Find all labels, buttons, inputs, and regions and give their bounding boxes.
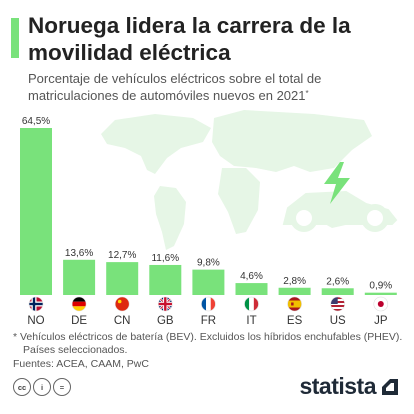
category-label-es: ES (287, 315, 303, 327)
by-icon[interactable]: i (33, 378, 51, 396)
bar-us (321, 288, 354, 295)
value-label-es: 2,8% (283, 276, 306, 287)
ev-car-icon (282, 162, 398, 232)
bar-es (278, 287, 311, 295)
flag-norway-icon (28, 296, 44, 312)
bar-de (63, 259, 96, 295)
nd-icon[interactable]: = (53, 378, 71, 396)
flag-japan-icon (373, 296, 389, 312)
category-label-gb: GB (157, 315, 174, 327)
value-label-cn: 12,7% (108, 250, 136, 261)
category-label-it: IT (246, 315, 256, 327)
flag-usa-icon (330, 296, 346, 312)
statista-logo-text: statista (299, 372, 376, 399)
flag-germany-icon (71, 296, 87, 312)
flags-group (28, 296, 389, 312)
flag-china-icon (114, 296, 130, 312)
category-labels-group: NO DE CN GB FR IT ES US JP (27, 315, 387, 327)
value-label-no: 64,5% (22, 116, 50, 127)
value-label-us: 2,6% (326, 276, 349, 287)
flag-spain-icon (287, 296, 302, 312)
value-label-gb: 11,6% (151, 253, 179, 264)
category-label-jp: JP (374, 315, 388, 327)
subtitle-text: Porcentaje de vehículos eléctricos sobre… (28, 71, 322, 103)
bars-group (20, 128, 397, 295)
footnote-line-2: Países seleccionados. (23, 343, 128, 356)
cc-icon[interactable]: cc (13, 378, 31, 396)
category-label-fr: FR (201, 315, 216, 327)
flag-uk-icon (158, 296, 173, 312)
value-label-jp: 0,9% (369, 281, 392, 292)
value-labels-group: 64,5% 13,6% 12,7% 11,6% 9,8% 4,6% 2,8% 2,6% 0,9% (22, 116, 392, 292)
category-label-cn: CN (114, 315, 131, 327)
chart-title: Noruega lidera la carrera de la movilida… (28, 13, 351, 65)
category-label-de: DE (71, 315, 87, 327)
footnote: * Vehículos eléctricos de batería (BEV).… (13, 331, 408, 356)
bar-no (20, 128, 52, 295)
footnote-line-1: * Vehículos eléctricos de batería (BEV).… (13, 331, 403, 343)
bar-chart: 64,5% 13,6% 12,7% 11,6% 9,8% 4,6% 2,8% 2,6% 0,9%… (20, 110, 398, 327)
value-label-fr: 9,8% (197, 258, 220, 269)
subtitle-footnote-mark: * (305, 89, 309, 98)
flag-france-icon (201, 296, 216, 312)
chart-subtitle: Porcentaje de vehículos eléctricos sobre… (28, 70, 408, 104)
statista-logo-icon (382, 379, 398, 395)
value-label-de: 13,6% (65, 248, 93, 259)
category-label-no: NO (27, 315, 44, 327)
bar-cn (106, 262, 139, 295)
flag-italy-icon (244, 296, 259, 312)
bar-jp (364, 292, 397, 295)
value-label-it: 4,6% (240, 271, 263, 282)
sources: Fuentes: ACEA, CAAM, PwC (13, 358, 149, 370)
bar-it (235, 283, 268, 295)
bar-fr (192, 269, 225, 295)
license-icons: cc i = (13, 378, 71, 398)
category-label-us: US (330, 315, 346, 327)
bar-gb (149, 264, 182, 295)
statista-logo[interactable]: statista (299, 373, 400, 399)
title-accent-bar (11, 18, 19, 58)
